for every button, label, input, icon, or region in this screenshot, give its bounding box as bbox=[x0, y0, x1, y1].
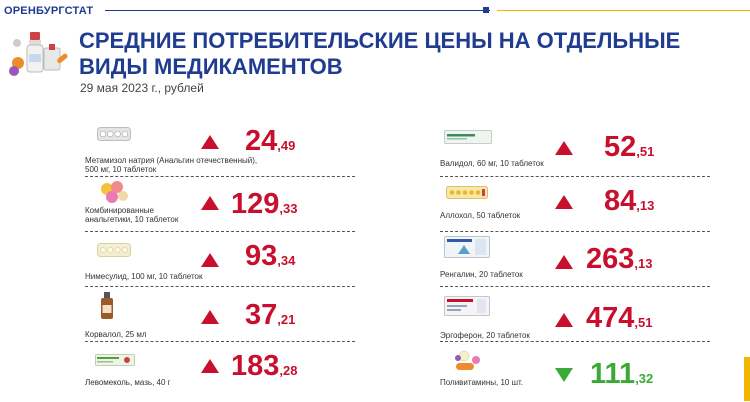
ointment-box-icon bbox=[95, 354, 135, 366]
item-label: Метамизол натрия (Анальгин отечественный… bbox=[85, 156, 257, 174]
price-item-rengalin: Ренгалин, 20 таблеток 263,13 bbox=[440, 235, 710, 287]
price-fraction: ,28 bbox=[279, 363, 298, 378]
item-label: Левомеколь, мазь, 40 г bbox=[85, 378, 171, 387]
trend-up-arrow-icon bbox=[555, 255, 573, 269]
price-integer: 93 bbox=[245, 240, 278, 272]
validol-pack-icon bbox=[444, 130, 492, 144]
price-fraction: ,13 bbox=[634, 256, 653, 271]
item-label-line1: Нимесулид, 100 мг, 10 таблеток bbox=[85, 272, 203, 281]
item-label-line1: Поливитамины, 10 шт. bbox=[440, 378, 524, 387]
price-integer: 52 bbox=[604, 131, 637, 163]
price-fraction: ,21 bbox=[277, 312, 296, 327]
price-value: 263,13 bbox=[586, 243, 652, 276]
price-item-multivitamins: Поливитамины, 10 шт. 111,32 bbox=[440, 348, 710, 400]
dashed-divider bbox=[440, 341, 710, 342]
dashed-divider bbox=[85, 286, 355, 287]
item-label: Нимесулид, 100 мг, 10 таблеток bbox=[85, 272, 202, 281]
price-fraction: ,49 bbox=[277, 138, 296, 153]
price-integer: 37 bbox=[245, 299, 278, 331]
item-label-line1: Метамизол натрия (Анальгин отечественный… bbox=[85, 156, 258, 165]
top-divider-blue bbox=[105, 10, 490, 11]
price-integer: 474 bbox=[586, 302, 635, 334]
price-integer: 84 bbox=[604, 185, 637, 217]
item-label: Валидол, 60 мг, 10 таблеток bbox=[440, 159, 544, 168]
dashed-divider bbox=[440, 286, 710, 287]
colored-pills-icon bbox=[101, 181, 128, 203]
price-item-corvalol: Корвалол, 25 мл 37,21 bbox=[85, 290, 355, 342]
trend-up-arrow-icon bbox=[555, 141, 573, 155]
price-fraction: ,13 bbox=[636, 198, 655, 213]
price-item-levomekol: Левомеколь, мазь, 40 г 183,28 bbox=[85, 350, 355, 402]
trend-down-arrow-icon bbox=[555, 368, 573, 382]
price-value: 93,34 bbox=[245, 240, 295, 273]
price-fraction: ,51 bbox=[636, 144, 655, 159]
item-label-line2: 500 мг, 10 таблеток bbox=[85, 165, 157, 174]
trend-up-arrow-icon bbox=[201, 359, 219, 373]
item-label: Поливитамины, 10 шт. bbox=[440, 378, 523, 387]
price-value: 129,33 bbox=[231, 188, 297, 221]
price-item-ergoferon: Эргоферон, 20 таблеток 474,51 bbox=[440, 290, 710, 342]
item-label: Ренгалин, 20 таблеток bbox=[440, 270, 523, 279]
dashed-divider bbox=[85, 231, 355, 232]
price-value: 24,49 bbox=[245, 125, 295, 158]
price-fraction: ,34 bbox=[277, 253, 296, 268]
item-label-line1: Ренгалин, 20 таблеток bbox=[440, 270, 523, 279]
top-divider-gold bbox=[497, 10, 750, 11]
vitamins-icon bbox=[455, 350, 480, 370]
price-fraction: ,51 bbox=[634, 315, 653, 330]
drops-bottle-icon bbox=[101, 292, 113, 319]
price-integer: 24 bbox=[245, 125, 278, 157]
trend-up-arrow-icon bbox=[555, 313, 573, 327]
price-item-nimesulide: Нимесулид, 100 мг, 10 таблеток 93,34 bbox=[85, 235, 355, 287]
price-value: 52,51 bbox=[604, 131, 654, 164]
item-label-line1: Корвалол, 25 мл bbox=[85, 330, 147, 339]
price-value: 474,51 bbox=[586, 302, 652, 335]
dashed-divider bbox=[85, 176, 355, 177]
item-label: Эргоферон, 20 таблеток bbox=[440, 331, 530, 340]
trend-up-arrow-icon bbox=[201, 196, 219, 210]
trend-up-arrow-icon bbox=[201, 310, 219, 324]
rengalin-box-icon bbox=[444, 236, 490, 258]
top-divider-square bbox=[483, 7, 489, 13]
trend-up-arrow-icon bbox=[201, 253, 219, 267]
price-integer: 129 bbox=[231, 188, 280, 220]
page-subtitle: 29 мая 2023 г., рублей bbox=[80, 81, 204, 95]
item-label-line1: Аллохол, 50 таблеток bbox=[440, 211, 521, 220]
item-label-line1: Комбинированные bbox=[85, 206, 154, 215]
dashed-divider bbox=[440, 176, 710, 177]
item-label-line1: Эргоферон, 20 таблеток bbox=[440, 331, 530, 340]
price-item-analgesics: Комбинированные анальгетики, 10 таблеток… bbox=[85, 180, 355, 232]
price-item-allochol: Аллохол, 50 таблеток 84,13 bbox=[440, 180, 710, 232]
item-label: Комбинированные анальгетики, 10 таблеток bbox=[85, 206, 178, 224]
item-label: Корвалол, 25 мл bbox=[85, 330, 147, 339]
price-value: 111,32 bbox=[590, 358, 653, 391]
yellow-blister-icon bbox=[446, 186, 488, 199]
price-integer: 263 bbox=[586, 243, 635, 275]
item-label-line1: Валидол, 60 мг, 10 таблеток bbox=[440, 159, 544, 168]
price-value: 84,13 bbox=[604, 185, 654, 218]
item-label-line1: Левомеколь, мазь, 40 г bbox=[85, 378, 171, 387]
trend-up-arrow-icon bbox=[201, 135, 219, 149]
ergoferon-box-icon bbox=[444, 296, 490, 316]
item-label-line2: анальгетики, 10 таблеток bbox=[85, 215, 179, 224]
price-fraction: ,32 bbox=[635, 371, 654, 386]
price-value: 183,28 bbox=[231, 350, 297, 383]
tablet-blister-icon bbox=[97, 127, 131, 141]
price-fraction: ,33 bbox=[279, 201, 298, 216]
page-title: СРЕДНИЕ ПОТРЕБИТЕЛЬСКИЕ ЦЕНЫ НА ОТДЕЛЬНЫ… bbox=[79, 28, 681, 79]
trend-up-arrow-icon bbox=[555, 195, 573, 209]
dashed-divider bbox=[440, 231, 710, 232]
price-integer: 183 bbox=[231, 350, 280, 382]
dashed-divider bbox=[85, 341, 355, 342]
brand-name: ОРЕНБУРГСТАТ bbox=[4, 5, 94, 17]
item-label: Аллохол, 50 таблеток bbox=[440, 211, 520, 220]
accent-bar bbox=[744, 357, 750, 401]
price-item-validol: Валидол, 60 мг, 10 таблеток 52,51 bbox=[440, 125, 710, 177]
price-integer: 111 bbox=[590, 358, 636, 390]
price-value: 37,21 bbox=[245, 299, 295, 332]
medicines-illustration-icon bbox=[9, 32, 68, 76]
blister-pack-icon bbox=[97, 243, 131, 257]
price-item-metamizol: Метамизол натрия (Анальгин отечественный… bbox=[85, 125, 355, 177]
